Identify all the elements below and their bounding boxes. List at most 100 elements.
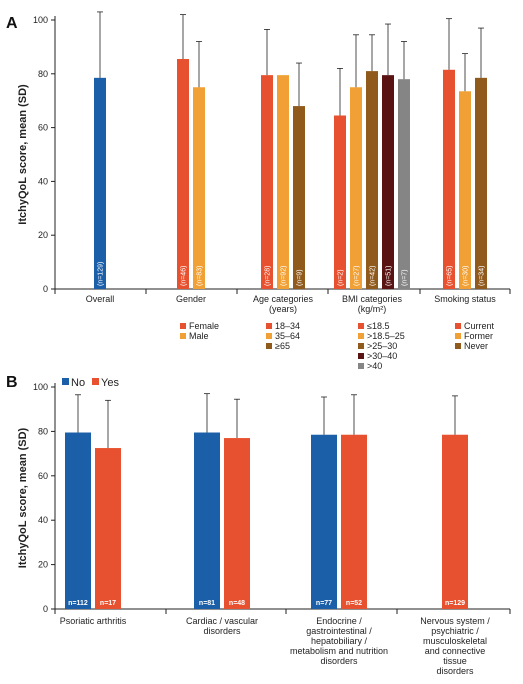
p0-bar bbox=[261, 75, 273, 290]
p0-bar-n-label: (n=9) bbox=[297, 269, 304, 286]
p0-category-label: Smoking status bbox=[434, 294, 496, 304]
p0-bar-n-label: (n=42) bbox=[370, 266, 377, 286]
p0-legend-label: >40 bbox=[367, 361, 382, 371]
p0-legend-label: Male bbox=[189, 331, 209, 341]
p0-bar bbox=[350, 87, 362, 289]
p0-legend-swatch bbox=[358, 363, 364, 369]
p0-bar bbox=[382, 75, 394, 290]
p0-bar bbox=[94, 77, 106, 290]
p0-bar-n-label: (n=30) bbox=[463, 266, 470, 286]
p0-legend-label: 35–64 bbox=[275, 331, 300, 341]
p1-category-label: disorders bbox=[320, 656, 358, 666]
p0-legend-swatch bbox=[358, 323, 364, 329]
p1-category-label: Cardiac / vascular bbox=[186, 616, 258, 626]
p1-category-label: disorders bbox=[203, 626, 241, 636]
p1-panel-label: B bbox=[6, 374, 18, 391]
p0-category-label: Gender bbox=[176, 294, 206, 304]
p1-bar bbox=[311, 434, 337, 609]
p0-bar-n-label: (n=92) bbox=[281, 266, 288, 286]
p0-bar-n-label: (n=46) bbox=[181, 266, 188, 286]
p0-bar-n-label: (n=51) bbox=[386, 266, 393, 286]
p1-category-label: Psoriatic arthritis bbox=[60, 616, 127, 626]
p0-bar bbox=[193, 87, 205, 289]
p1-bar-n-label: n=81 bbox=[199, 600, 215, 607]
p0-legend-swatch bbox=[455, 323, 461, 329]
p0-legend-swatch bbox=[180, 323, 186, 329]
p1-bar-n-label: n=52 bbox=[346, 600, 362, 607]
p1-category-label: psychiatric / bbox=[431, 626, 479, 636]
p0-bar-n-label: (n=129) bbox=[98, 262, 105, 286]
p0-bar bbox=[277, 75, 289, 290]
p0-legend-swatch bbox=[455, 333, 461, 339]
p1-y-tick-label: 80 bbox=[38, 426, 48, 436]
p0-category-label: (years) bbox=[269, 304, 297, 314]
p0-bar bbox=[475, 77, 487, 290]
p0-y-tick-label: 100 bbox=[33, 15, 48, 25]
p1-bar bbox=[442, 434, 468, 609]
p0-bar bbox=[459, 91, 471, 289]
p0-legend-label: >25–30 bbox=[367, 341, 397, 351]
p1-bar-n-label: n=77 bbox=[316, 600, 332, 607]
p1-y-tick-label: 20 bbox=[38, 560, 48, 570]
p1-bar bbox=[341, 434, 367, 609]
p1-legend-swatch bbox=[92, 378, 99, 385]
p0-legend-swatch bbox=[358, 343, 364, 349]
p0-bar bbox=[293, 106, 305, 289]
p0-bar-n-label: (n=28) bbox=[265, 266, 272, 286]
p1-y-tick-label: 60 bbox=[38, 471, 48, 481]
p0-legend-label: 18–34 bbox=[275, 321, 300, 331]
p1-category-label: hepatobiliary / bbox=[311, 636, 368, 646]
p0-bar-n-label: (n=27) bbox=[354, 266, 361, 286]
p1-y-tick-label: 100 bbox=[33, 382, 48, 392]
p0-y-tick-label: 20 bbox=[38, 230, 48, 240]
p0-bar bbox=[398, 79, 410, 290]
p0-bar bbox=[366, 71, 378, 289]
p1-category-label: and connective bbox=[425, 646, 486, 656]
p0-bar bbox=[334, 115, 346, 290]
p0-legend-label: ≤18.5 bbox=[367, 321, 389, 331]
p0-y-tick-label: 60 bbox=[38, 123, 48, 133]
p0-legend-swatch bbox=[358, 353, 364, 359]
p0-legend-label: ≥65 bbox=[275, 341, 290, 351]
p0-panel-label: A bbox=[6, 15, 18, 32]
p1-bar bbox=[65, 432, 91, 609]
p0-legend-label: Former bbox=[464, 331, 493, 341]
p0-y-tick-label: 80 bbox=[38, 69, 48, 79]
p0-bar-n-label: (n=34) bbox=[479, 266, 486, 286]
p0-bar-n-label: (n=65) bbox=[447, 266, 454, 286]
p1-category-label: gastrointestinal / bbox=[306, 626, 372, 636]
p1-y-axis-label: ItchyQoL score, mean (SD) bbox=[17, 427, 29, 568]
p0-legend-label: >18.5–25 bbox=[367, 331, 405, 341]
p1-y-tick-label: 40 bbox=[38, 515, 48, 525]
p1-bar-n-label: n=17 bbox=[100, 600, 116, 607]
p0-category-label: BMI categories bbox=[342, 294, 403, 304]
p0-category-label: Overall bbox=[86, 294, 115, 304]
p1-bar bbox=[224, 438, 250, 609]
p0-bar-n-label: (n=83) bbox=[197, 266, 204, 286]
p0-legend-swatch bbox=[180, 333, 186, 339]
p0-legend-label: Never bbox=[464, 341, 488, 351]
p1-legend-label: No bbox=[71, 377, 85, 389]
p0-y-tick-label: 0 bbox=[43, 284, 48, 294]
p0-legend-swatch bbox=[266, 343, 272, 349]
p0-y-axis-label: ItchyQoL score, mean (SD) bbox=[17, 84, 29, 225]
p1-category-label: disorders bbox=[436, 666, 474, 676]
p1-category-label: tissue bbox=[443, 656, 467, 666]
p1-bar-n-label: n=48 bbox=[229, 600, 245, 607]
p1-bar bbox=[194, 432, 220, 609]
p1-legend-label: Yes bbox=[101, 377, 119, 389]
p0-legend-label: >30–40 bbox=[367, 351, 397, 361]
p0-legend-label: Female bbox=[189, 321, 219, 331]
p0-legend-swatch bbox=[455, 343, 461, 349]
p0-legend-swatch bbox=[266, 333, 272, 339]
p1-category-label: metabolism and nutrition bbox=[290, 646, 388, 656]
p1-y-tick-label: 0 bbox=[43, 604, 48, 614]
p0-bar-n-label: (n=2) bbox=[338, 269, 345, 286]
p0-legend-swatch bbox=[358, 333, 364, 339]
p0-bar bbox=[177, 59, 189, 289]
p1-category-label: Endocrine / bbox=[316, 616, 362, 626]
p0-legend-swatch bbox=[266, 323, 272, 329]
p0-category-label: Age categories bbox=[253, 294, 314, 304]
p1-bar-n-label: n=112 bbox=[68, 600, 88, 607]
p0-legend-label: Current bbox=[464, 321, 495, 331]
